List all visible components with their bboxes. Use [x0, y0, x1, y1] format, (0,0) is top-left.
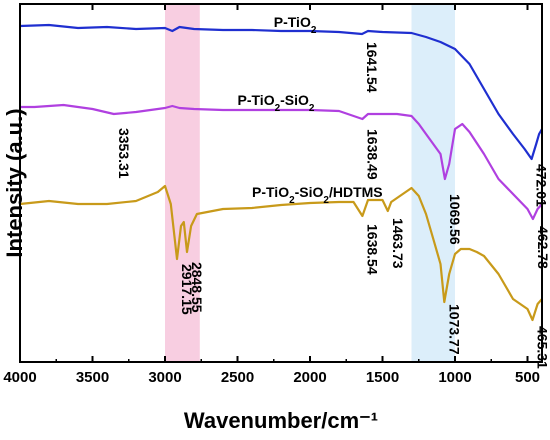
- y-axis-title: Intensity (a.u.): [2, 108, 27, 257]
- peak-label-0: 1641.54: [364, 42, 380, 93]
- x-axis-ticks: 4000 3500 3000 2500 2000 1500 1000 500: [3, 4, 540, 386]
- series-labels: P-TiO2 P-TiO2-SiO2 P-TiO2-SiO2/HDTMS: [238, 14, 383, 206]
- peak-label-9: 1463.73: [390, 218, 406, 269]
- series-label-0: P-TiO2: [274, 14, 317, 36]
- highlight-band-0: [165, 4, 200, 362]
- series-lines: [19, 23, 543, 322]
- peak-label-6: 2917.15: [179, 264, 195, 315]
- peak-label-1: 3353.31: [116, 128, 132, 179]
- series-line-2: [19, 184, 543, 322]
- x-tick-label: 3000: [148, 369, 181, 386]
- highlight-bands: [165, 4, 455, 362]
- peak-label-10: 1073.77: [446, 304, 462, 355]
- peak-label-3: 472.01: [534, 164, 550, 207]
- series-line-1: [20, 103, 543, 221]
- peak-annotations: 1641.54 3353.31 1638.49 472.01 1069.56 462.78…: [116, 42, 550, 369]
- highlight-band-1: [411, 4, 455, 362]
- series-label-1: P-TiO2-SiO2: [238, 92, 315, 114]
- x-tick-label: 2500: [221, 369, 254, 386]
- x-tick-label: 3500: [76, 369, 109, 386]
- peak-label-5: 462.78: [535, 226, 550, 269]
- peak-label-4: 1069.56: [447, 194, 463, 245]
- peak-label-8: 1638.54: [364, 224, 380, 275]
- x-tick-label: 1500: [366, 369, 399, 386]
- peak-label-11: 465.31: [535, 326, 550, 369]
- x-tick-label: 500: [515, 369, 540, 386]
- series-line-0: [19, 23, 543, 161]
- plot-frame: [19, 3, 543, 363]
- peak-label-2: 1638.49: [364, 129, 380, 180]
- x-axis-title: Wavenumber/cm⁻¹: [184, 408, 378, 433]
- x-tick-label: 1000: [438, 369, 471, 386]
- series-label-2: P-TiO2-SiO2/HDTMS: [252, 184, 383, 206]
- x-tick-label: 2000: [293, 369, 326, 386]
- x-tick-label: 4000: [3, 369, 36, 386]
- peak-label-7: 2848.55: [189, 262, 205, 313]
